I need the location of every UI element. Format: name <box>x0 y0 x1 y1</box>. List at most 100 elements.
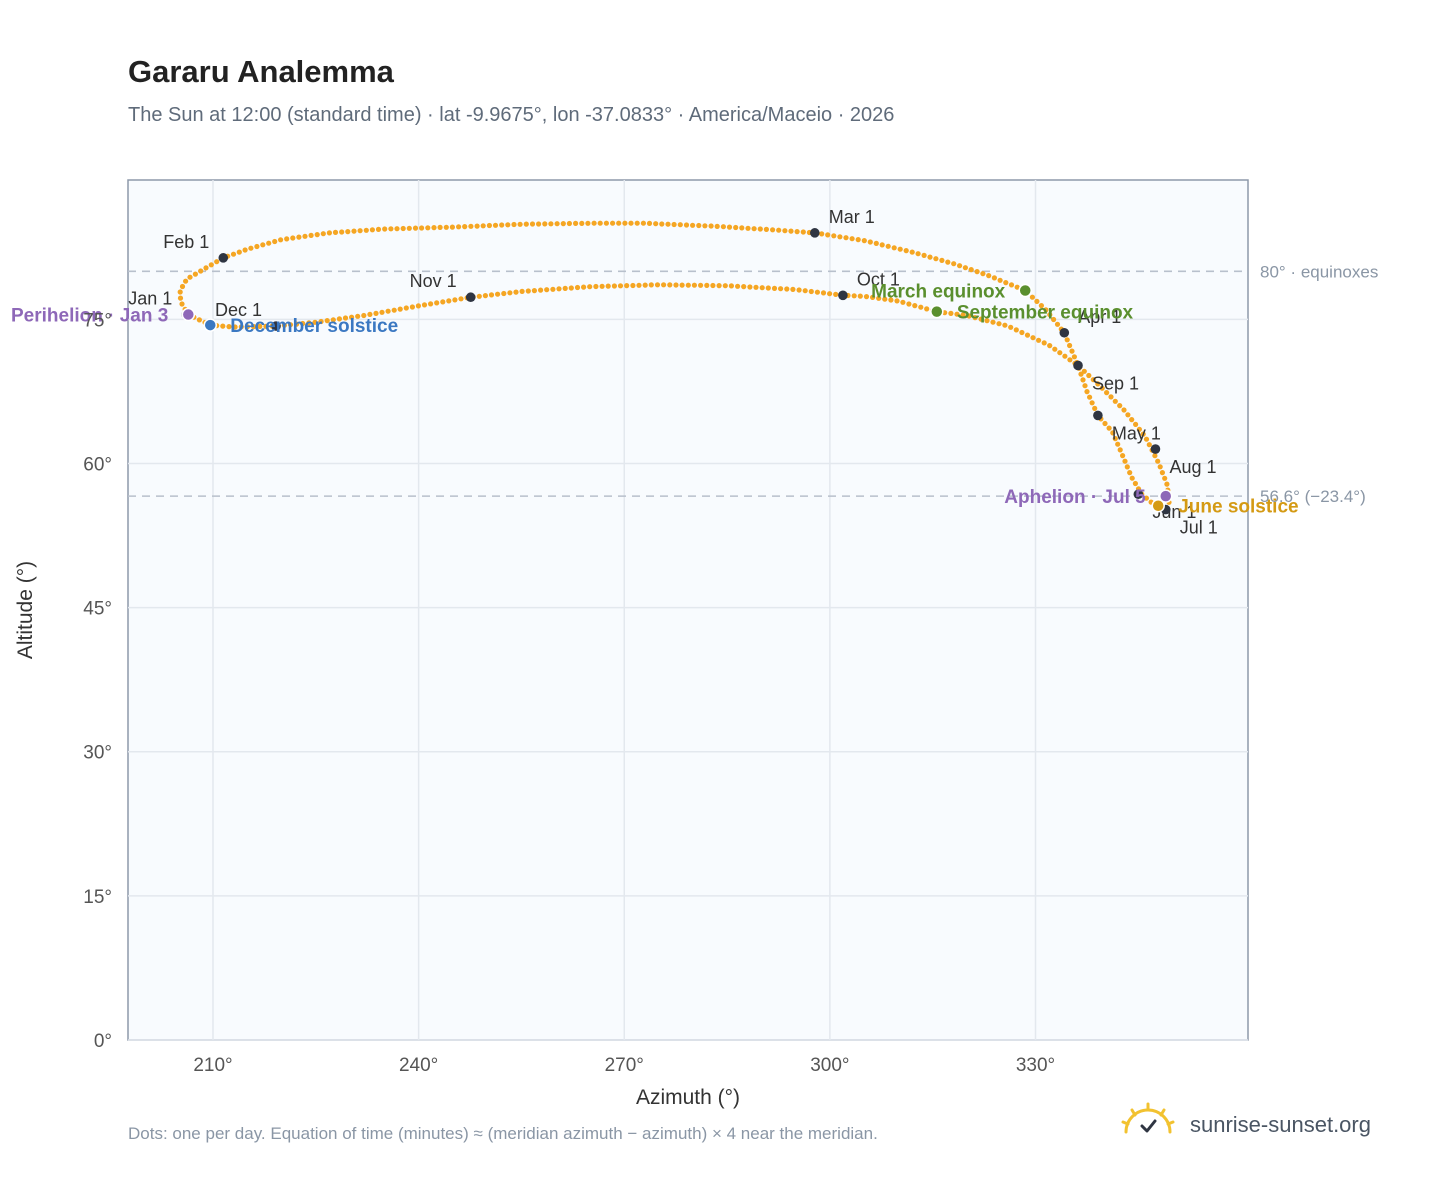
daily-sun-dot <box>891 245 897 251</box>
daily-sun-dot <box>757 226 763 232</box>
daily-sun-dot <box>579 220 585 226</box>
daily-sun-dot <box>897 246 903 252</box>
daily-sun-dot <box>933 256 939 262</box>
daily-sun-dot <box>1110 430 1116 436</box>
grid <box>128 180 1248 1041</box>
daily-sun-dot <box>495 291 501 297</box>
daily-sun-dot <box>544 287 550 293</box>
daily-sun-dot <box>1102 420 1108 427</box>
daily-sun-dot <box>443 224 449 230</box>
y-tick-label: 30° <box>83 743 112 764</box>
daily-sun-dot <box>1034 298 1040 304</box>
daily-sun-dot <box>1030 335 1036 341</box>
event-label: Perihelion · Jan 3 <box>11 306 168 327</box>
daily-sun-dot <box>708 223 714 229</box>
daily-sun-dot <box>1067 342 1073 349</box>
daily-sun-dot <box>409 304 415 310</box>
daily-sun-dot <box>894 298 900 304</box>
daily-sun-dot <box>1062 353 1068 359</box>
daily-sun-dot <box>562 285 568 291</box>
daily-sun-dot <box>302 233 308 239</box>
daily-sun-dot <box>254 243 260 250</box>
daily-sun-dot <box>208 262 214 268</box>
daily-sun-dot <box>617 283 624 289</box>
daily-sun-dot <box>403 305 409 311</box>
daily-sun-dot <box>1124 464 1130 470</box>
daily-sun-dot <box>1159 470 1165 476</box>
daily-sun-dot <box>1117 403 1123 409</box>
daily-sun-dot <box>397 306 403 312</box>
daily-sun-dot <box>833 291 839 297</box>
daily-sun-dot <box>745 225 751 231</box>
daily-sun-dot <box>646 220 653 226</box>
event-marker-dot <box>1158 489 1173 503</box>
daily-sun-dot <box>550 286 556 292</box>
daily-sun-dot <box>1112 398 1118 404</box>
daily-sun-dot <box>266 240 272 246</box>
daily-sun-dot <box>260 242 266 248</box>
brand[interactable]: sunrise-sunset.org <box>1120 1102 1390 1146</box>
daily-sun-dot <box>593 283 599 290</box>
daily-sun-dot <box>523 221 529 227</box>
daily-sun-dot <box>434 300 440 306</box>
daily-sun-dot <box>1002 322 1008 328</box>
daily-sun-dot <box>906 301 912 307</box>
daily-sun-dot <box>1108 394 1114 400</box>
daily-sun-dot <box>1038 303 1044 309</box>
daily-sun-dot <box>882 296 888 302</box>
daily-sun-dot <box>177 295 184 301</box>
daily-sun-dot <box>814 289 821 295</box>
month-marker-label: Aug 1 <box>1169 457 1216 477</box>
month-marker-dot <box>465 292 476 303</box>
daily-sun-dot <box>991 275 998 281</box>
daily-sun-dot <box>585 220 591 226</box>
daily-sun-dot <box>986 273 992 279</box>
daily-sun-dot <box>870 294 876 300</box>
daily-sun-dot <box>716 283 722 289</box>
daily-sun-dot <box>782 228 788 234</box>
daily-sun-dot <box>778 286 784 292</box>
x-tick-label: 330° <box>1016 1055 1055 1076</box>
event-marker-dot <box>181 307 196 322</box>
month-marker-label: May 1 <box>1112 423 1161 443</box>
daily-sun-dot <box>735 283 741 289</box>
chart-title: Gararu Analemma <box>128 54 394 89</box>
daily-sun-dot <box>1125 412 1131 418</box>
daily-sun-dot <box>179 283 186 290</box>
daily-sun-dot <box>326 230 332 236</box>
daily-sun-dot <box>733 224 739 231</box>
daily-sun-dot <box>499 222 505 228</box>
daily-sun-dot <box>1099 385 1105 391</box>
daily-sun-dot <box>1117 447 1123 453</box>
daily-sun-dot <box>1080 377 1086 383</box>
daily-sun-dot <box>683 222 690 228</box>
daily-sun-dot <box>446 298 452 304</box>
daily-sun-dot <box>759 285 765 291</box>
daily-sun-dot <box>808 288 814 295</box>
daily-sun-dot <box>1024 332 1031 338</box>
daily-sun-dot <box>984 318 990 324</box>
daily-sun-dot <box>945 259 951 265</box>
daily-sun-dot <box>214 259 220 265</box>
daily-sun-dot <box>1129 417 1135 423</box>
daily-sun-dot <box>819 231 825 237</box>
daily-sun-dot <box>696 222 702 229</box>
y-tick-label: 60° <box>83 454 112 475</box>
daily-sun-dot <box>665 221 671 227</box>
event-marker-dot <box>1018 283 1032 298</box>
daily-sun-dot <box>236 249 242 255</box>
daily-sun-dot <box>837 234 843 240</box>
daily-sun-dot <box>1104 390 1110 396</box>
daily-sun-dot <box>915 251 921 257</box>
daily-sun-dot <box>531 288 538 294</box>
daily-sun-dot <box>634 220 640 226</box>
daily-sun-dot <box>990 319 996 325</box>
daily-sun-dot <box>924 306 930 312</box>
daily-sun-dot <box>251 324 257 330</box>
daily-sun-dot <box>529 221 536 227</box>
daily-sun-dot <box>501 290 507 297</box>
daily-sun-dot <box>605 283 611 289</box>
daily-sun-dot <box>800 229 806 235</box>
daily-sun-dot <box>863 294 870 300</box>
daily-sun-dot <box>232 324 238 330</box>
